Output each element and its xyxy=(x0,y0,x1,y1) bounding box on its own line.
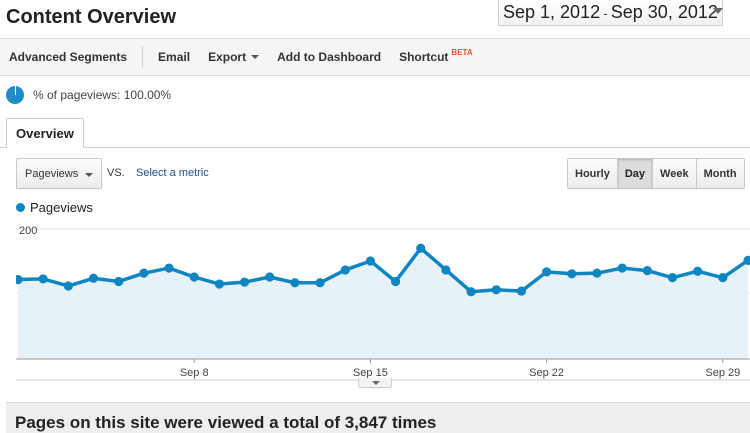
data-point[interactable] xyxy=(290,278,300,288)
data-point[interactable] xyxy=(516,286,527,296)
data-point[interactable] xyxy=(214,279,224,289)
data-point[interactable] xyxy=(441,265,451,275)
chevron-down-icon xyxy=(712,8,723,14)
tab-overview[interactable]: Overview xyxy=(6,118,84,148)
summary-banner: Pages on this site were viewed a total o… xyxy=(6,402,750,433)
email-button[interactable]: Email xyxy=(149,39,199,75)
date-range-picker[interactable]: Sep 1, 2012 - Sep 30, 2012 xyxy=(498,0,723,26)
data-point[interactable] xyxy=(667,273,678,283)
data-point[interactable] xyxy=(365,256,376,266)
summary-text: Pages on this site were viewed a total o… xyxy=(15,413,437,432)
data-point[interactable] xyxy=(88,273,99,283)
toolbar-divider xyxy=(142,46,144,68)
date-end: Sep 30, 2012 xyxy=(610,2,718,22)
export-label: Export xyxy=(208,50,247,64)
vs-label: VS. xyxy=(107,167,125,179)
pie-chart-icon xyxy=(6,86,24,104)
data-point[interactable] xyxy=(693,266,703,276)
data-point[interactable] xyxy=(139,268,149,278)
segment-percentage: % of pageviews: 100.00% xyxy=(33,88,172,102)
add-to-dashboard-button[interactable]: Add to Dashboard xyxy=(268,39,390,75)
segment-summary: % of pageviews: 100.00% xyxy=(6,86,171,104)
x-tick-label: Sep 8 xyxy=(180,367,209,379)
data-point[interactable] xyxy=(743,255,750,265)
title-bar: Content Overview Sep 1, 2012 - Sep 30, 2… xyxy=(0,0,750,36)
shortcut-button[interactable]: Shortcut BETA xyxy=(390,39,482,75)
data-point[interactable] xyxy=(466,287,476,297)
hourly-button[interactable]: Hourly xyxy=(568,159,618,188)
page-title: Content Overview xyxy=(6,6,177,28)
data-point[interactable] xyxy=(390,276,401,287)
data-point[interactable] xyxy=(63,281,73,291)
area-fill xyxy=(18,248,748,359)
email-label: Email xyxy=(158,50,191,64)
data-point[interactable] xyxy=(315,278,325,288)
chevron-down-icon xyxy=(251,55,260,59)
data-point[interactable] xyxy=(164,263,174,273)
month-button[interactable]: Month xyxy=(696,159,744,188)
beta-badge: BETA xyxy=(451,47,473,57)
date-separator: - xyxy=(603,4,608,21)
data-point[interactable] xyxy=(718,273,728,283)
toolbar: Advanced Segments Email Export Add to Da… xyxy=(0,38,750,76)
metric-select[interactable]: Pageviews xyxy=(16,158,102,189)
date-start: Sep 1, 2012 xyxy=(503,2,601,22)
granularity-toggle: Hourly Day Week Month xyxy=(567,158,745,189)
export-button[interactable]: Export xyxy=(199,39,268,75)
chart-resize-handle[interactable] xyxy=(358,378,392,388)
metric-select-value: Pageviews xyxy=(25,167,79,180)
week-button[interactable]: Week xyxy=(653,159,697,188)
advanced-segments-button[interactable]: Advanced Segments xyxy=(0,39,136,75)
data-point[interactable] xyxy=(491,285,501,295)
legend-label: Pageviews xyxy=(30,200,93,215)
data-point[interactable] xyxy=(567,269,577,279)
data-point[interactable] xyxy=(592,268,602,278)
tab-bar: Overview xyxy=(0,118,750,148)
x-tick-label: Sep 22 xyxy=(529,367,564,379)
chart-legend: Pageviews xyxy=(16,200,93,215)
data-point[interactable] xyxy=(265,272,275,282)
data-point[interactable] xyxy=(542,267,552,277)
data-point[interactable] xyxy=(617,263,627,273)
select-metric-link[interactable]: Select a metric xyxy=(136,167,209,179)
add-to-dashboard-label: Add to Dashboard xyxy=(277,50,382,64)
legend-dot-icon xyxy=(16,203,25,212)
data-point[interactable] xyxy=(114,276,124,287)
x-tick-label: Sep 15 xyxy=(353,367,388,379)
chevron-down-icon xyxy=(85,173,93,177)
data-point[interactable] xyxy=(642,266,652,276)
data-point[interactable] xyxy=(38,274,48,284)
tab-overview-label: Overview xyxy=(16,125,74,141)
y-tick-label: 200 xyxy=(19,225,37,237)
data-point[interactable] xyxy=(340,265,350,275)
shortcut-label: Shortcut xyxy=(399,50,449,64)
advanced-segments-label: Advanced Segments xyxy=(9,50,128,64)
data-point[interactable] xyxy=(16,274,23,285)
data-point[interactable] xyxy=(189,272,199,282)
data-point[interactable] xyxy=(239,277,250,287)
data-point[interactable] xyxy=(416,243,426,253)
day-button[interactable]: Day xyxy=(617,159,654,188)
x-tick-label: Sep 29 xyxy=(705,367,740,379)
